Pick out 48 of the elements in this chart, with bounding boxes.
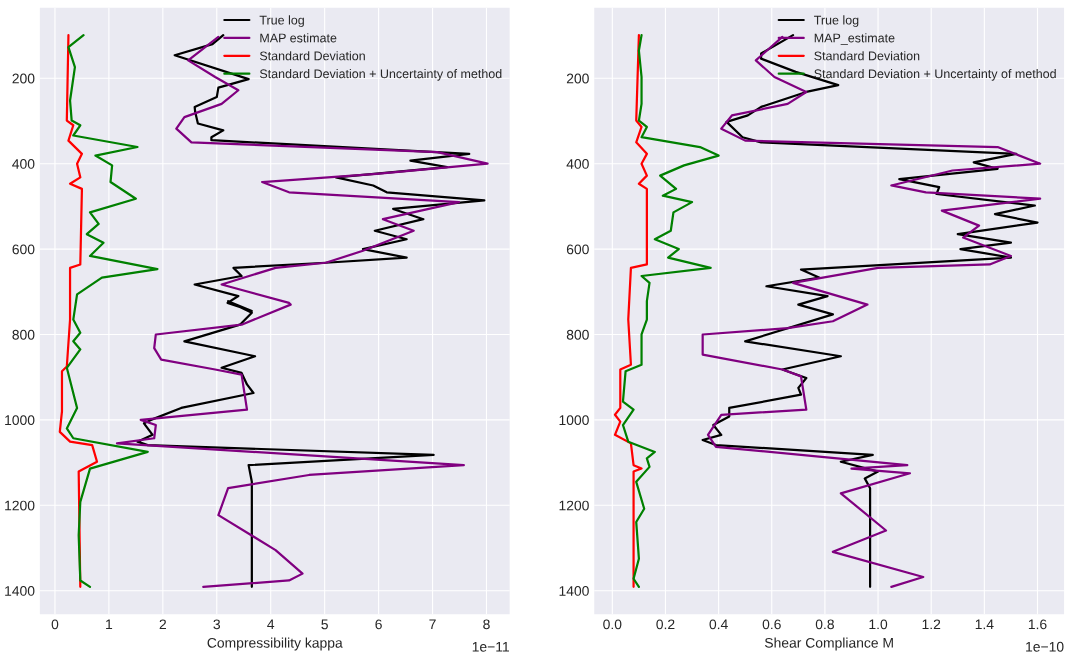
y-tick-label: 1000 <box>559 415 589 426</box>
legend-label: True log <box>814 15 859 27</box>
y-tick-label: 800 <box>12 329 35 340</box>
legend-label: Standard Deviation <box>259 51 365 61</box>
x-tick-label: 0.4 <box>709 619 728 630</box>
legend-label: MAP_estimate <box>814 33 895 45</box>
legend-label: MAP estimate <box>260 33 337 43</box>
x-axis-title: Compressibility kappa <box>207 637 343 651</box>
y-tick-label: 600 <box>566 244 589 255</box>
line-series <box>58 34 99 588</box>
y-tick-label: 800 <box>566 329 589 340</box>
line-series <box>613 34 648 588</box>
legend-label: True log <box>259 15 304 27</box>
legend-label: Standard Deviation + Uncertainty of method <box>814 69 1056 81</box>
y-tick-label: 200 <box>12 73 35 84</box>
x-tick-label: 2 <box>159 619 166 630</box>
y-tick-label: 200 <box>566 73 589 84</box>
y-tick-label: 1200 <box>559 500 589 511</box>
x-tick-label: 4 <box>267 619 275 630</box>
line-series <box>65 34 159 588</box>
x-tick-label: 1.4 <box>975 619 994 630</box>
x-tick-label: 8 <box>483 619 490 630</box>
x-tick-label: 1.2 <box>922 619 941 630</box>
text: 1e−11 <box>472 641 509 652</box>
x-axis-title: Shear Compliance M <box>764 637 893 651</box>
x-tick-label: 5 <box>321 619 328 630</box>
line-series <box>621 34 720 588</box>
x-tick-label: 1 <box>106 619 113 630</box>
x-tick-label: 0.0 <box>603 619 622 630</box>
x-tick-label: 3 <box>213 619 221 630</box>
x-tick-label: 7 <box>429 619 436 630</box>
y-tick-label: 400 <box>566 159 589 169</box>
y-tick-label: 1400 <box>559 586 589 596</box>
y-tick-label: 1200 <box>5 500 35 511</box>
legend-label: Standard Deviation + Uncertainty of method <box>259 69 502 81</box>
x-tick-label: 1.6 <box>1028 619 1047 630</box>
x-tick-label: 6 <box>375 619 382 630</box>
x-tick-label: 0.6 <box>762 619 781 630</box>
x-tick-label: 0.8 <box>815 619 834 630</box>
x-tick-label: 0.2 <box>656 619 675 630</box>
y-tick-label: 1000 <box>5 415 35 426</box>
y-tick-label: 400 <box>12 159 35 169</box>
legend-label: Standard Deviation <box>814 51 920 61</box>
x-tick-label: 1.0 <box>869 619 888 630</box>
x-tick-label: 0 <box>51 619 59 630</box>
y-tick-label: 600 <box>12 244 35 255</box>
y-tick-label: 1400 <box>5 586 35 596</box>
text: 1e−10 <box>1026 641 1064 652</box>
